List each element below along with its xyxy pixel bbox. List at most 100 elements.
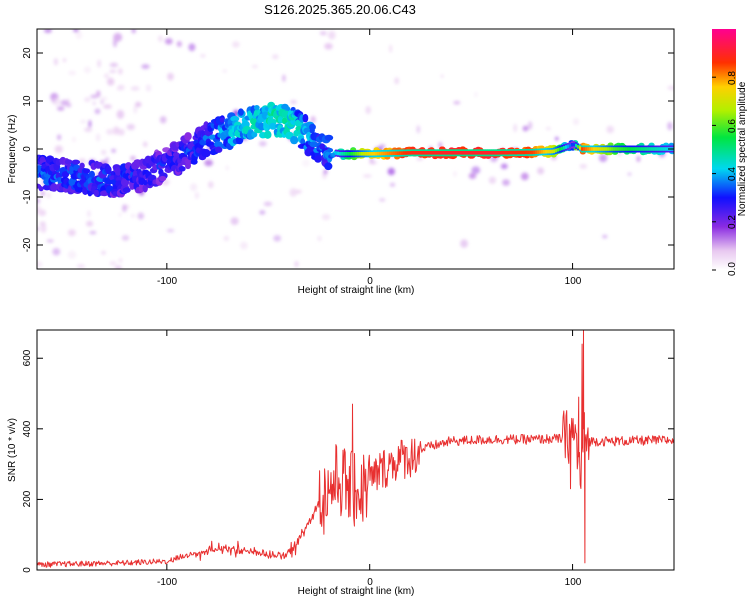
heatmap-cell bbox=[166, 229, 175, 233]
heatmap-cell bbox=[61, 171, 70, 178]
heatmap-cell bbox=[302, 113, 309, 123]
heatmap-cell bbox=[485, 151, 488, 155]
heatmap-cell bbox=[369, 161, 377, 165]
heatmap-cell bbox=[567, 144, 570, 149]
heatmap-cell bbox=[481, 151, 484, 155]
heatmap-cell bbox=[509, 150, 512, 155]
heatmap-cell bbox=[101, 149, 107, 155]
heatmap-cell bbox=[520, 172, 529, 181]
heatmap-cell bbox=[413, 151, 416, 155]
heatmap-cell bbox=[230, 115, 240, 122]
heatmap-cell bbox=[583, 147, 586, 151]
heatmap-cell bbox=[225, 165, 229, 171]
heatmap-cell bbox=[105, 157, 110, 163]
heatmap-cell bbox=[67, 250, 77, 259]
heatmap-cell bbox=[573, 142, 576, 147]
spectrogram-heatmap bbox=[37, 29, 674, 269]
heatmap-cell bbox=[579, 146, 582, 150]
heatmap-cell bbox=[575, 143, 578, 148]
y-tick-label: 10 bbox=[22, 95, 33, 107]
heatmap-cell bbox=[361, 152, 364, 156]
heatmap-cell bbox=[172, 152, 180, 158]
heatmap-cell bbox=[116, 87, 121, 91]
heatmap-cell bbox=[309, 123, 316, 131]
heatmap-cell bbox=[665, 147, 668, 151]
heatmap-cell bbox=[474, 91, 478, 98]
heatmap-cell bbox=[208, 181, 214, 189]
heatmap-cell bbox=[38, 209, 47, 217]
heatmap-cell bbox=[505, 150, 508, 155]
heatmap-cell bbox=[585, 147, 588, 151]
heatmap-cell bbox=[460, 239, 468, 248]
heatmap-cell bbox=[598, 153, 608, 163]
heatmap-cell bbox=[200, 54, 206, 58]
heatmap-cell bbox=[68, 229, 76, 237]
heatmap-cell bbox=[40, 190, 45, 197]
snr-series-line bbox=[37, 330, 674, 568]
heatmap-cell bbox=[60, 99, 69, 106]
heatmap-cell bbox=[57, 106, 65, 111]
heatmap-cell bbox=[259, 210, 266, 215]
heatmap-cell bbox=[96, 90, 101, 98]
heatmap-cell bbox=[68, 70, 77, 76]
heatmap-cell bbox=[53, 58, 59, 66]
y-tick-label: -10 bbox=[22, 189, 33, 204]
heatmap-cell bbox=[419, 151, 422, 155]
heatmap-cell bbox=[439, 151, 442, 155]
heatmap-cell bbox=[88, 170, 95, 179]
heatmap-cell bbox=[500, 163, 508, 170]
heatmap-cell bbox=[76, 264, 85, 269]
heatmap-cell bbox=[131, 214, 135, 218]
heatmap-cell bbox=[587, 147, 590, 151]
heatmap-cell bbox=[615, 147, 618, 151]
heatmap-cell bbox=[429, 151, 432, 155]
heatmap-cell bbox=[57, 134, 62, 141]
heatmap-cell bbox=[627, 147, 630, 151]
heatmap-cell bbox=[463, 151, 466, 155]
heatmap-cell bbox=[251, 64, 258, 69]
snr-frame bbox=[36, 329, 675, 571]
heatmap-cell bbox=[37, 261, 43, 268]
heatmap-cell bbox=[117, 128, 125, 136]
x-tick-label: 100 bbox=[565, 577, 582, 588]
heatmap-cell bbox=[230, 217, 239, 226]
heatmap-cell bbox=[501, 150, 504, 155]
heatmap-cell bbox=[319, 31, 327, 36]
heatmap-cell bbox=[62, 58, 67, 62]
heatmap-cell bbox=[445, 151, 448, 155]
heatmap-cell bbox=[465, 151, 468, 155]
colorbar-tick-label: 0.2 bbox=[727, 215, 738, 229]
heatmap-cell bbox=[145, 84, 152, 92]
heatmap-cell bbox=[651, 147, 654, 151]
heatmap-cell bbox=[641, 147, 644, 151]
heatmap-cell bbox=[555, 148, 558, 153]
heatmap-cell bbox=[158, 35, 163, 42]
heatmap-cell bbox=[105, 165, 112, 175]
heatmap-cell bbox=[431, 151, 434, 155]
heatmap-cell bbox=[289, 188, 298, 197]
heatmap-cell bbox=[599, 147, 602, 151]
heatmap-cell bbox=[611, 147, 614, 151]
heatmap-cell bbox=[488, 176, 496, 184]
heatmap-cell bbox=[351, 152, 354, 156]
heatmap-cell bbox=[213, 141, 223, 148]
heatmap-cell bbox=[365, 106, 372, 115]
heatmap-cell bbox=[443, 151, 446, 155]
heatmap-cell bbox=[114, 265, 122, 269]
heatmap-cell bbox=[237, 108, 244, 116]
heatmap-cell bbox=[401, 151, 404, 155]
heatmap-cell bbox=[475, 151, 478, 155]
heatmap-cell bbox=[46, 239, 54, 243]
heatmap-cell bbox=[223, 235, 230, 241]
heatmap-cell bbox=[371, 152, 374, 156]
heatmap-cell bbox=[411, 151, 414, 155]
heatmap-cell bbox=[109, 69, 117, 74]
heatmap-cell bbox=[407, 151, 410, 155]
heatmap-cell bbox=[107, 77, 115, 86]
heatmap-cell bbox=[379, 198, 386, 202]
heatmap-cell bbox=[473, 151, 476, 155]
heatmap-cell bbox=[290, 135, 299, 145]
heatmap-cell bbox=[188, 43, 196, 52]
heatmap-cell bbox=[377, 151, 380, 156]
heatmap-cell bbox=[437, 151, 440, 155]
